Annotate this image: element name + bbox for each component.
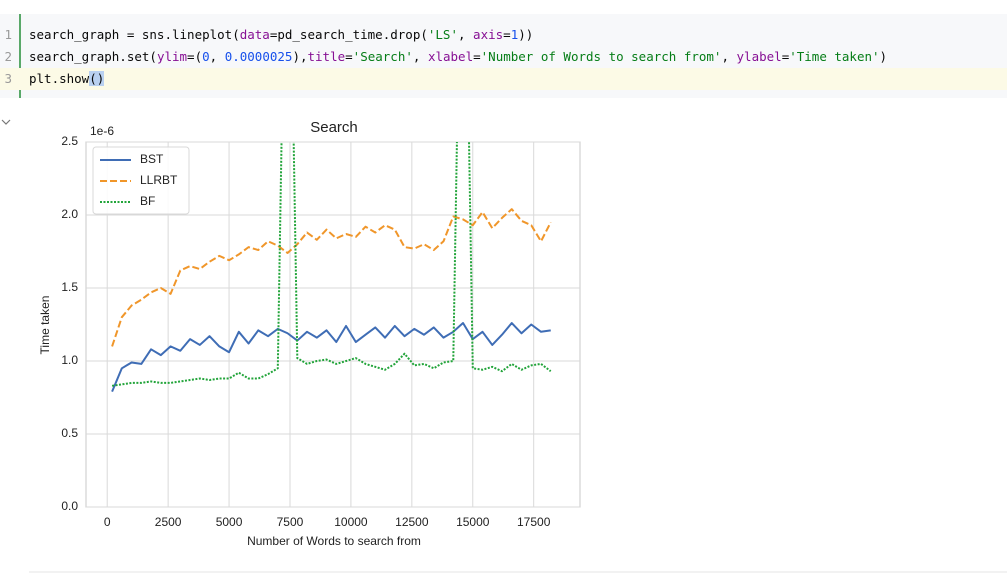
x-tick-label: 7500 <box>277 515 304 529</box>
code-token: =pd_search_time.drop( <box>269 27 428 42</box>
y-tick-label: 2.0 <box>61 207 78 221</box>
code-token: 'Time taken' <box>789 49 880 64</box>
code-token: xlabel <box>427 49 474 64</box>
legend-box <box>92 146 190 215</box>
x-tick-label: 5000 <box>216 515 243 529</box>
code-token: = <box>473 49 481 64</box>
cell-indicator <box>19 14 21 98</box>
code-token: 1 <box>510 27 519 42</box>
code-token: ylabel <box>736 49 782 64</box>
y-tick-label: 0.0 <box>61 499 78 513</box>
code-token: , <box>209 49 225 64</box>
series-line <box>111 322 551 393</box>
legend-label: BST <box>140 152 164 166</box>
line-number: 2 <box>4 49 12 64</box>
y-tick-label: 1.5 <box>61 280 78 294</box>
series-line <box>111 142 552 387</box>
y-tick-label: 0.5 <box>61 426 78 440</box>
code-token: )) <box>518 27 534 42</box>
x-tick-label: 12500 <box>395 515 429 529</box>
code-line: 2 search_graph.set(ylim=(0, 0.0000025),ti… <box>0 46 1007 68</box>
x-tick-label: 2500 <box>155 515 182 529</box>
code-text: search_graph = sns.lineplot(data=pd_sear… <box>29 24 533 46</box>
code-token: 'Search' <box>352 49 413 64</box>
code-text: plt.show() <box>29 68 105 90</box>
code-token: 0.0000025 <box>224 49 293 64</box>
code-token: =( <box>187 49 203 64</box>
code-token: = <box>503 27 511 42</box>
code-text: search_graph.set(ylim=(0, 0.0000025),tit… <box>29 46 887 68</box>
legend-label: LLRBT <box>140 173 178 187</box>
code-token: search_graph = sns.lineplot( <box>29 27 240 42</box>
collapse-chevron[interactable] <box>1 119 11 125</box>
code-token: , <box>721 49 737 64</box>
code-token: () <box>89 71 105 86</box>
line-number: 1 <box>4 27 12 42</box>
chart-title: Search <box>310 119 358 136</box>
code-token: 'LS' <box>427 27 458 42</box>
x-tick-label: 0 <box>104 515 111 529</box>
line-number: 3 <box>4 71 12 86</box>
y-tick-label: 2.5 <box>61 134 78 148</box>
code-token: , <box>457 27 474 42</box>
x-tick-label: 10000 <box>334 515 368 529</box>
code-token: search_graph.set( <box>29 49 157 64</box>
y-offset-label: 1e-6 <box>90 124 114 138</box>
y-axis-label: Time taken <box>38 296 52 355</box>
code-token: title <box>307 49 346 64</box>
code-token: ylim <box>156 49 188 64</box>
series-line <box>111 208 552 347</box>
code-token: data <box>239 27 270 42</box>
code-token: 0 <box>202 49 210 64</box>
code-token: axis <box>473 27 504 42</box>
code-token: = <box>781 49 790 64</box>
x-axis-label: Number of Words to search from <box>247 534 421 548</box>
code-token: , <box>412 49 428 64</box>
code-token: ) <box>879 49 888 64</box>
x-tick-label: 17500 <box>517 515 551 529</box>
legend-label: BF <box>140 194 155 208</box>
code-token: plt.show <box>29 71 90 86</box>
code-token: ), <box>292 49 308 64</box>
code-line: 1 search_graph = sns.lineplot(data=pd_sea… <box>0 24 1007 46</box>
code-token: 'Number of Words to search from' <box>480 49 722 64</box>
code-token: = <box>345 49 353 64</box>
x-tick-label: 15000 <box>456 515 490 529</box>
y-tick-label: 1.0 <box>61 353 78 367</box>
code-line: 3 plt.show() <box>0 68 1007 90</box>
